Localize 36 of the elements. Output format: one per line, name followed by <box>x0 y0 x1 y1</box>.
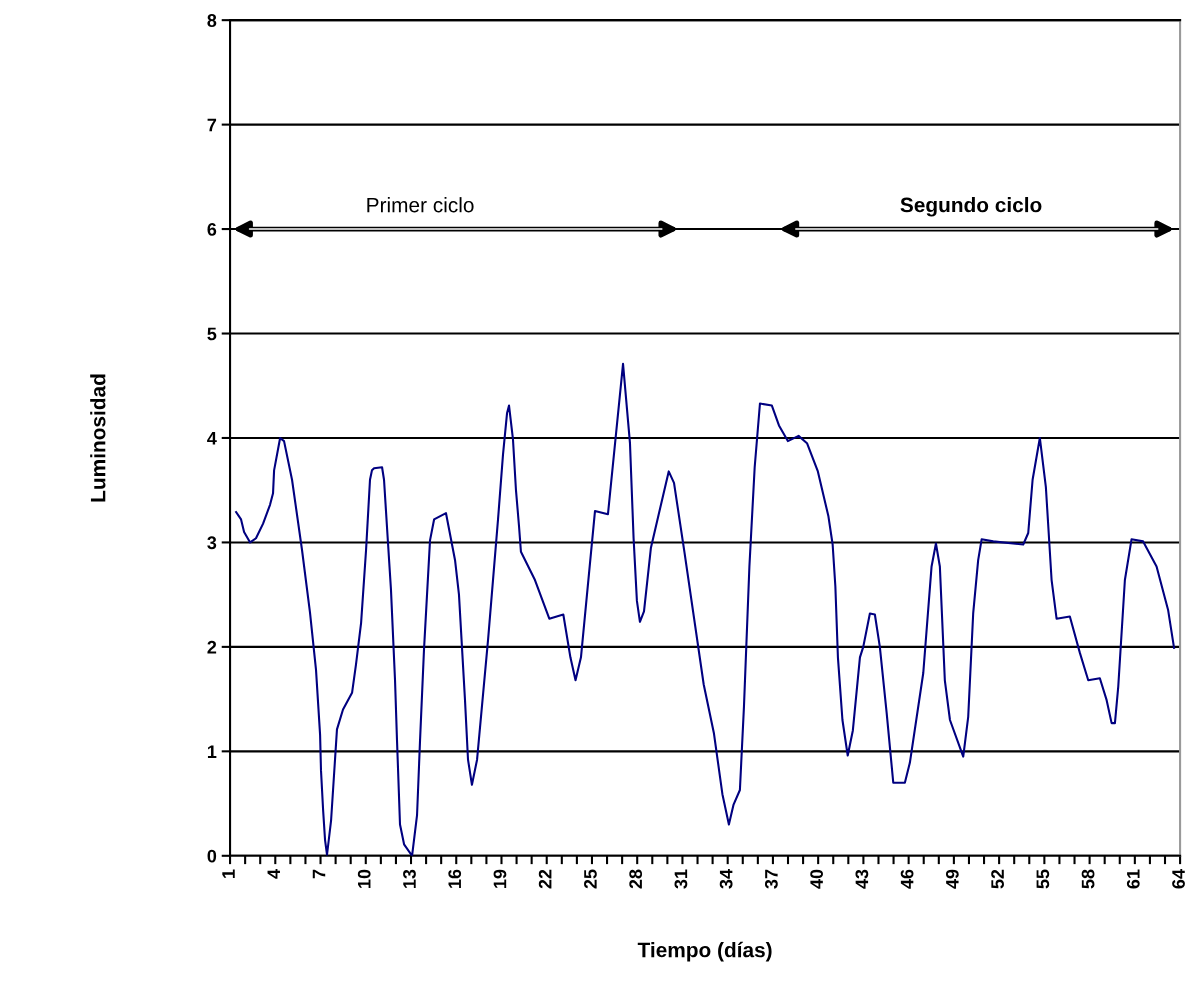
x-tick-label: 46 <box>900 869 914 889</box>
x-tick-label: 10 <box>357 869 371 888</box>
y-axis-title: Luminosidad <box>90 374 106 502</box>
y-tick-label: 0 <box>207 849 217 863</box>
x-axis-title: Tiempo (días) <box>637 941 772 962</box>
x-tick-label: 34 <box>719 869 733 889</box>
x-tick-label: 61 <box>1126 869 1140 889</box>
y-tick-label: 6 <box>207 223 217 236</box>
y-tick-label: 5 <box>207 327 217 341</box>
x-tick-label: 4 <box>267 869 280 879</box>
y-tick-label: 8 <box>207 14 217 27</box>
x-tick-label: 7 <box>312 869 326 879</box>
x-tick-label: 16 <box>448 869 462 888</box>
x-tick-label: 19 <box>493 869 507 888</box>
x-tick-label: 31 <box>674 869 688 889</box>
x-tick-label: 28 <box>629 869 643 889</box>
x-tick-label: 55 <box>1036 869 1050 889</box>
line-series <box>235 362 1176 856</box>
x-tick-label: 64 <box>1172 869 1185 889</box>
x-tick-label: 37 <box>764 869 778 889</box>
x-tick-label: 22 <box>538 869 552 889</box>
x-tick-label: 49 <box>945 869 959 889</box>
y-tick-label: 3 <box>207 536 217 550</box>
y-tick-label: 4 <box>207 432 217 445</box>
x-tick-label: 1 <box>222 869 235 878</box>
x-tick-label: 43 <box>855 869 869 889</box>
annotation: Primer ciclo <box>367 197 474 213</box>
y-tick-label: 2 <box>207 640 217 654</box>
x-tick-label: 52 <box>991 869 1004 889</box>
annotation: Segundo ciclo <box>900 197 1042 217</box>
x-tick-label: 13 <box>403 869 416 888</box>
x-tick-label: 40 <box>810 869 824 889</box>
y-tick-label: 7 <box>207 118 217 132</box>
x-tick-label: 58 <box>1081 869 1095 889</box>
x-tick-label: 25 <box>584 869 597 889</box>
y-tick-label: 1 <box>207 745 217 758</box>
